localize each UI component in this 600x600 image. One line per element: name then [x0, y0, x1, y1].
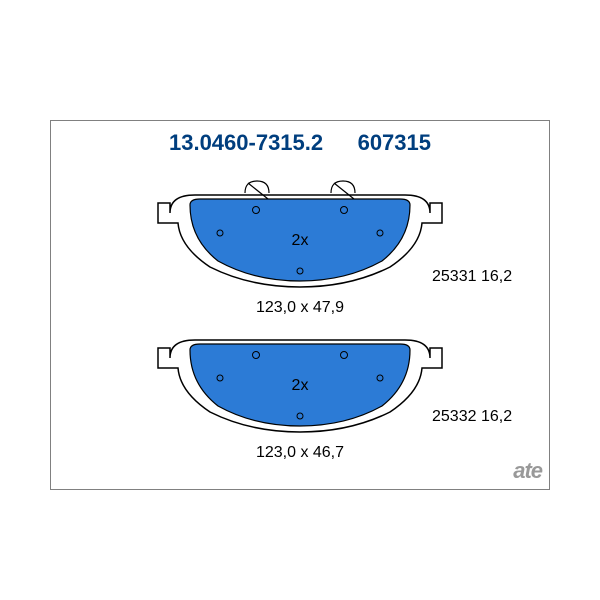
qty-label: 2x [292, 377, 309, 394]
dimension-label: 123,0 x 47,9 [0, 299, 600, 317]
brake-pad-bottom: 2x 123,0 x 46,7 [0, 325, 600, 462]
pad-bottom-svg: 2x [150, 325, 450, 440]
brake-pad-top: 2x 123,0 x 47,9 [0, 175, 600, 317]
part-code: 607315 [358, 130, 431, 155]
clip-left [245, 181, 269, 199]
dimension-label: 123,0 x 46,7 [0, 444, 600, 462]
side-label-top: 25331 16,2 [432, 268, 512, 286]
brand-logo: ate [513, 458, 542, 484]
qty-label: 2x [292, 232, 309, 249]
side-label-bottom: 25332 16,2 [432, 408, 512, 426]
pad-top-svg: 2x [150, 175, 450, 295]
header: 13.0460-7315.2 607315 [50, 130, 550, 156]
clip-right [331, 181, 355, 199]
part-number: 13.0460-7315.2 [169, 130, 323, 155]
